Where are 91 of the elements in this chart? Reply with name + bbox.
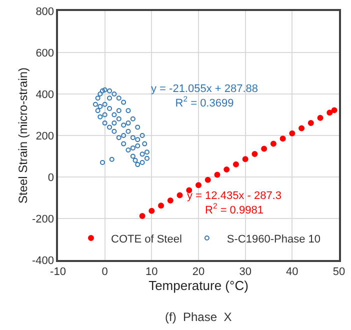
point xyxy=(109,156,114,162)
point xyxy=(204,176,211,183)
x-tick-label: 40 xyxy=(286,266,298,278)
y-tick-label: 0 xyxy=(48,172,54,184)
point xyxy=(107,88,112,94)
point xyxy=(98,114,103,120)
point xyxy=(135,162,140,168)
point xyxy=(140,152,145,157)
y-tick-label: -400 xyxy=(32,254,54,267)
point xyxy=(95,96,100,101)
x-tick-label: -10 xyxy=(50,266,66,278)
point xyxy=(167,197,174,204)
y-tick-label: 800 xyxy=(36,6,54,18)
point xyxy=(112,92,117,96)
annotation: y = -21.055x + 287.88 R$^{2}$ = 0.3699 xyxy=(151,83,258,110)
point xyxy=(135,137,140,142)
point xyxy=(158,202,164,209)
point xyxy=(95,108,100,114)
point xyxy=(107,106,112,112)
point xyxy=(289,130,296,136)
y-tick-label: 400 xyxy=(36,88,54,101)
point xyxy=(116,96,122,101)
x-axis-title: Temperature (°C) xyxy=(148,278,248,294)
point xyxy=(214,172,220,178)
point xyxy=(116,135,122,140)
point xyxy=(242,156,248,162)
legend-label: COTE of Steel xyxy=(111,233,182,246)
point xyxy=(140,160,145,165)
x-tick-label: 30 xyxy=(239,266,252,278)
point xyxy=(130,116,136,122)
point xyxy=(100,160,105,165)
point xyxy=(139,213,146,220)
point xyxy=(112,128,117,134)
x-tick-label: 0 xyxy=(102,266,108,278)
point xyxy=(100,88,105,94)
y-tick-label: 600 xyxy=(36,47,54,60)
point xyxy=(98,104,103,109)
point xyxy=(116,108,122,114)
point xyxy=(102,102,108,107)
y-tick-label: -200 xyxy=(32,213,54,226)
point xyxy=(112,112,117,118)
point xyxy=(107,96,112,101)
point xyxy=(148,208,155,214)
point xyxy=(196,182,202,188)
point xyxy=(130,154,136,159)
point xyxy=(126,148,131,153)
point xyxy=(126,128,131,134)
point xyxy=(270,140,276,147)
point xyxy=(92,102,98,107)
point xyxy=(121,122,126,128)
point xyxy=(132,158,138,163)
annotation: y = 12.435x - 287.3 R$^{2}$ = 0.9981 xyxy=(187,190,282,216)
point xyxy=(130,145,136,150)
x-tick-label: 10 xyxy=(146,266,158,278)
point xyxy=(121,100,126,105)
point xyxy=(112,120,117,126)
point xyxy=(176,192,183,198)
point xyxy=(107,124,112,130)
text: (f) Phase X xyxy=(165,310,232,324)
point xyxy=(317,114,324,121)
point xyxy=(135,124,140,130)
point xyxy=(121,133,126,138)
point xyxy=(98,92,103,96)
point xyxy=(186,187,192,194)
point xyxy=(308,120,314,126)
point xyxy=(126,120,131,126)
legend-label: S-C1960-Phase 10 xyxy=(226,233,320,246)
point xyxy=(224,166,230,173)
point xyxy=(298,125,305,132)
point xyxy=(130,135,136,140)
point xyxy=(126,108,131,114)
point xyxy=(102,87,108,92)
y-tick-label: 200 xyxy=(36,130,54,142)
point xyxy=(116,116,122,122)
point xyxy=(140,133,145,138)
point xyxy=(102,112,108,118)
x-tick-label: 50 xyxy=(332,266,346,278)
point xyxy=(232,161,239,168)
point xyxy=(144,156,150,161)
point xyxy=(135,143,140,148)
y-axis-title: Steel Strain (micro-strain) xyxy=(16,67,30,204)
point xyxy=(142,141,148,146)
point xyxy=(326,110,333,116)
point xyxy=(331,107,338,114)
point xyxy=(121,141,126,146)
point xyxy=(144,150,150,155)
point xyxy=(280,136,286,142)
point xyxy=(102,120,108,126)
point xyxy=(252,150,258,157)
x-tick-label: 20 xyxy=(192,266,205,278)
point xyxy=(261,146,268,152)
